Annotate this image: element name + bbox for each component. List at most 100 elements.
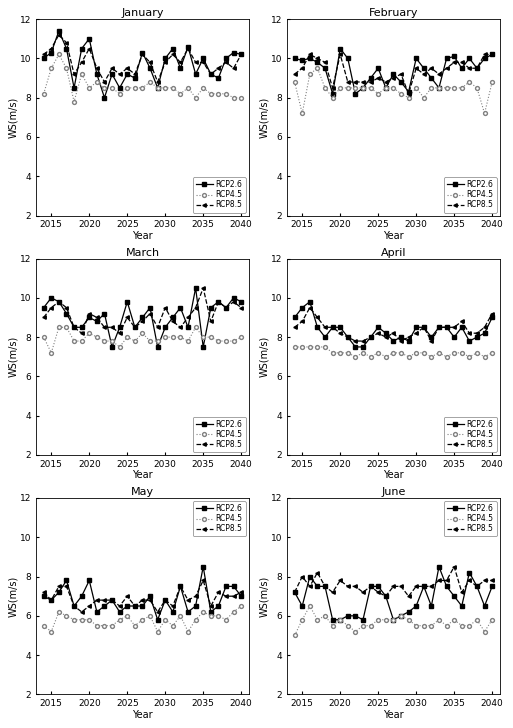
RCP2.6 bbox=[238, 50, 244, 59]
RCP4.5 bbox=[345, 349, 351, 357]
RCP2.6 bbox=[109, 596, 115, 604]
RCP8.5 bbox=[405, 90, 411, 98]
RCP2.6 bbox=[177, 582, 184, 590]
RCP4.5 bbox=[238, 333, 244, 341]
RCP4.5 bbox=[459, 621, 465, 630]
RCP8.5 bbox=[367, 333, 373, 341]
RCP2.6 bbox=[299, 56, 305, 65]
RCP2.6 bbox=[459, 323, 465, 332]
RCP8.5 bbox=[162, 596, 168, 604]
RCP4.5 bbox=[291, 78, 298, 87]
RCP2.6 bbox=[215, 298, 222, 306]
RCP8.5 bbox=[314, 569, 321, 577]
RCP2.6 bbox=[102, 601, 108, 610]
RCP4.5 bbox=[162, 84, 168, 92]
RCP2.6 bbox=[71, 323, 77, 332]
RCP4.5 bbox=[413, 84, 419, 92]
RCP8.5 bbox=[215, 298, 222, 306]
RCP2.6 bbox=[48, 596, 54, 604]
RCP4.5 bbox=[421, 621, 427, 630]
RCP8.5 bbox=[56, 582, 62, 590]
RCP4.5 bbox=[367, 352, 373, 361]
RCP4.5 bbox=[41, 333, 47, 341]
RCP4.5 bbox=[459, 349, 465, 357]
RCP4.5 bbox=[489, 78, 495, 87]
Line: RCP4.5: RCP4.5 bbox=[293, 345, 494, 359]
RCP8.5 bbox=[390, 74, 397, 82]
RCP4.5 bbox=[170, 333, 176, 341]
RCP8.5 bbox=[360, 588, 366, 597]
RCP2.6 bbox=[345, 54, 351, 63]
RCP8.5 bbox=[443, 64, 449, 73]
RCP2.6 bbox=[48, 48, 54, 57]
RCP8.5 bbox=[451, 323, 457, 332]
RCP2.6 bbox=[177, 64, 184, 73]
RCP4.5 bbox=[307, 601, 313, 610]
RCP2.6 bbox=[116, 608, 123, 617]
RCP4.5 bbox=[208, 612, 214, 620]
RCP4.5 bbox=[162, 615, 168, 624]
RCP2.6 bbox=[459, 601, 465, 610]
RCP2.6 bbox=[238, 298, 244, 306]
RCP8.5 bbox=[64, 39, 70, 47]
RCP8.5 bbox=[78, 329, 85, 338]
RCP4.5 bbox=[64, 323, 70, 332]
RCP4.5 bbox=[116, 615, 123, 624]
RCP2.6 bbox=[428, 333, 435, 341]
RCP8.5 bbox=[154, 608, 161, 617]
RCP2.6 bbox=[185, 608, 191, 617]
RCP2.6 bbox=[124, 70, 130, 79]
RCP8.5 bbox=[474, 329, 480, 338]
RCP2.6 bbox=[64, 44, 70, 53]
RCP8.5 bbox=[102, 78, 108, 87]
RCP2.6 bbox=[94, 317, 100, 325]
RCP4.5 bbox=[451, 84, 457, 92]
Legend: RCP2.6, RCP4.5, RCP8.5: RCP2.6, RCP4.5, RCP8.5 bbox=[193, 177, 246, 213]
RCP2.6 bbox=[314, 58, 321, 67]
RCP8.5 bbox=[124, 313, 130, 322]
RCP8.5 bbox=[291, 588, 298, 597]
RCP8.5 bbox=[383, 592, 389, 601]
RCP2.6 bbox=[375, 64, 381, 73]
RCP4.5 bbox=[230, 336, 236, 345]
RCP8.5 bbox=[367, 582, 373, 590]
RCP2.6 bbox=[132, 323, 138, 332]
RCP8.5 bbox=[398, 582, 404, 590]
RCP8.5 bbox=[109, 323, 115, 332]
RCP8.5 bbox=[223, 58, 229, 67]
RCP2.6 bbox=[109, 70, 115, 79]
RCP2.6 bbox=[443, 323, 449, 332]
Legend: RCP2.6, RCP4.5, RCP8.5: RCP2.6, RCP4.5, RCP8.5 bbox=[193, 416, 246, 452]
RCP4.5 bbox=[337, 84, 343, 92]
RCP8.5 bbox=[230, 592, 236, 601]
RCP8.5 bbox=[474, 64, 480, 73]
Line: RCP8.5: RCP8.5 bbox=[42, 579, 243, 614]
RCP4.5 bbox=[482, 628, 488, 636]
RCP8.5 bbox=[307, 304, 313, 312]
RCP8.5 bbox=[109, 596, 115, 604]
RCP8.5 bbox=[64, 304, 70, 312]
RCP8.5 bbox=[390, 582, 397, 590]
Title: January: January bbox=[121, 8, 164, 18]
RCP8.5 bbox=[223, 304, 229, 312]
RCP8.5 bbox=[56, 31, 62, 39]
RCP8.5 bbox=[482, 323, 488, 332]
RCP2.6 bbox=[200, 54, 206, 63]
RCP4.5 bbox=[132, 84, 138, 92]
RCP8.5 bbox=[360, 78, 366, 87]
RCP8.5 bbox=[238, 588, 244, 597]
RCP2.6 bbox=[170, 44, 176, 53]
RCP8.5 bbox=[421, 323, 427, 332]
RCP2.6 bbox=[102, 93, 108, 102]
RCP2.6 bbox=[208, 70, 214, 79]
RCP8.5 bbox=[170, 317, 176, 325]
Line: RCP8.5: RCP8.5 bbox=[293, 306, 494, 343]
RCP8.5 bbox=[428, 64, 435, 73]
RCP4.5 bbox=[56, 608, 62, 617]
RCP2.6 bbox=[482, 601, 488, 610]
RCP8.5 bbox=[192, 592, 199, 601]
RCP4.5 bbox=[140, 329, 146, 338]
RCP4.5 bbox=[451, 615, 457, 624]
RCP4.5 bbox=[94, 333, 100, 341]
RCP4.5 bbox=[474, 84, 480, 92]
